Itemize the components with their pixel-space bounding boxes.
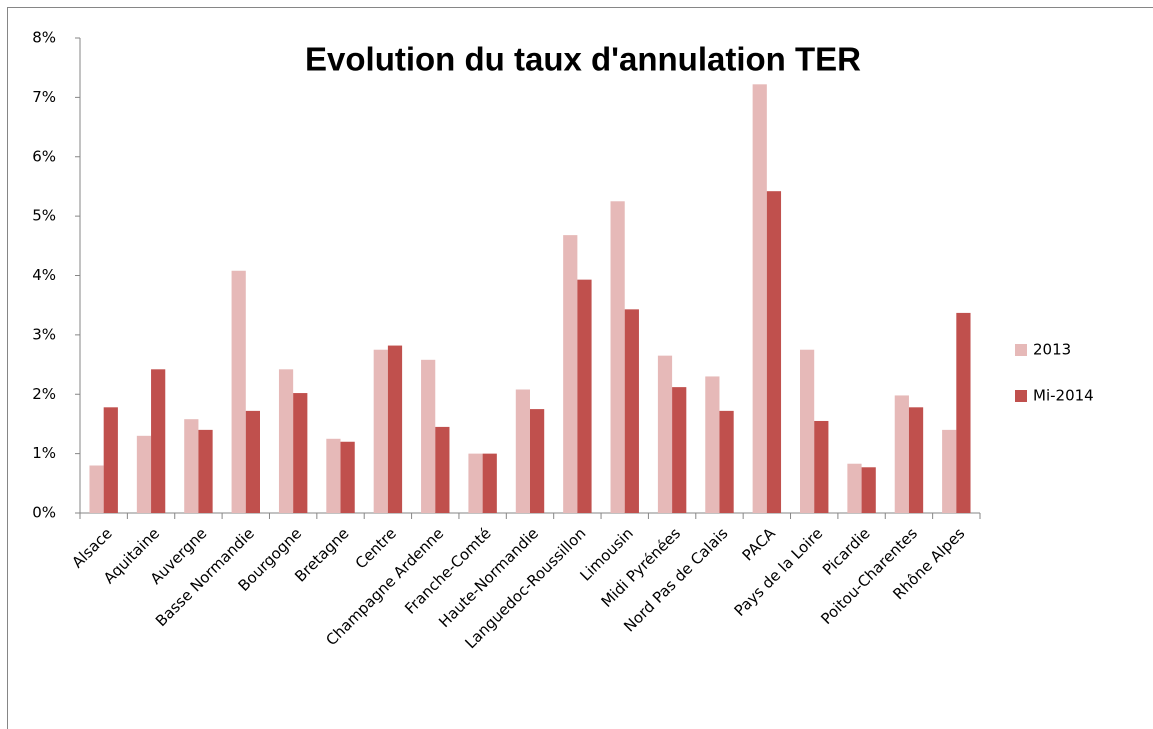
legend-label: Mi-2014	[1033, 387, 1094, 405]
bar	[373, 349, 388, 513]
x-tick-label: Alsace	[68, 524, 115, 571]
bar	[956, 312, 971, 513]
bar	[752, 84, 767, 513]
x-tick-label: Pays de la Loire	[731, 524, 827, 620]
bar	[326, 438, 341, 513]
chart-border	[7, 7, 1153, 729]
x-tick-label: Franche-Comté	[401, 524, 494, 617]
bar	[482, 453, 497, 513]
chart-title: Evolution du taux d'annulation TER	[305, 41, 861, 78]
legend-label: 2013	[1033, 341, 1071, 359]
bar	[151, 369, 166, 513]
bar	[814, 420, 829, 513]
legend-swatch	[1015, 390, 1027, 402]
bar	[657, 355, 673, 513]
bar	[89, 465, 104, 513]
bar	[530, 409, 545, 513]
bar	[293, 393, 308, 513]
y-tick-label: 0%	[32, 504, 56, 522]
bar	[198, 429, 213, 513]
y-tick-label: 5%	[32, 207, 56, 225]
y-tick-label: 3%	[32, 325, 56, 343]
bar	[387, 345, 403, 513]
bar	[421, 359, 436, 513]
bar	[719, 410, 734, 513]
y-tick-label: 2%	[32, 385, 56, 403]
y-tick-label: 4%	[32, 266, 56, 284]
bar	[231, 270, 246, 513]
bar	[624, 309, 639, 513]
bar	[245, 410, 260, 513]
bar	[278, 369, 294, 513]
bar	[894, 395, 909, 513]
bar	[136, 435, 152, 513]
bar	[515, 389, 530, 513]
x-tick-label: PACA	[739, 524, 780, 565]
y-tick-label: 7%	[32, 88, 56, 106]
bar	[861, 467, 876, 513]
bar	[800, 349, 815, 513]
y-tick-label: 8%	[32, 29, 56, 47]
bar	[468, 453, 483, 513]
bar	[908, 407, 924, 513]
bar	[340, 441, 355, 513]
bar	[847, 463, 862, 513]
bar	[766, 191, 782, 513]
bar	[672, 387, 687, 513]
bar	[103, 407, 118, 513]
bar	[705, 376, 720, 513]
legend-swatch	[1015, 344, 1027, 356]
bar	[942, 429, 957, 513]
y-tick-label: 1%	[32, 444, 56, 462]
bar	[610, 201, 625, 513]
bar	[577, 279, 592, 513]
y-tick-label: 6%	[32, 147, 56, 165]
bar	[435, 426, 450, 513]
bar	[184, 419, 199, 513]
bar	[563, 235, 578, 513]
